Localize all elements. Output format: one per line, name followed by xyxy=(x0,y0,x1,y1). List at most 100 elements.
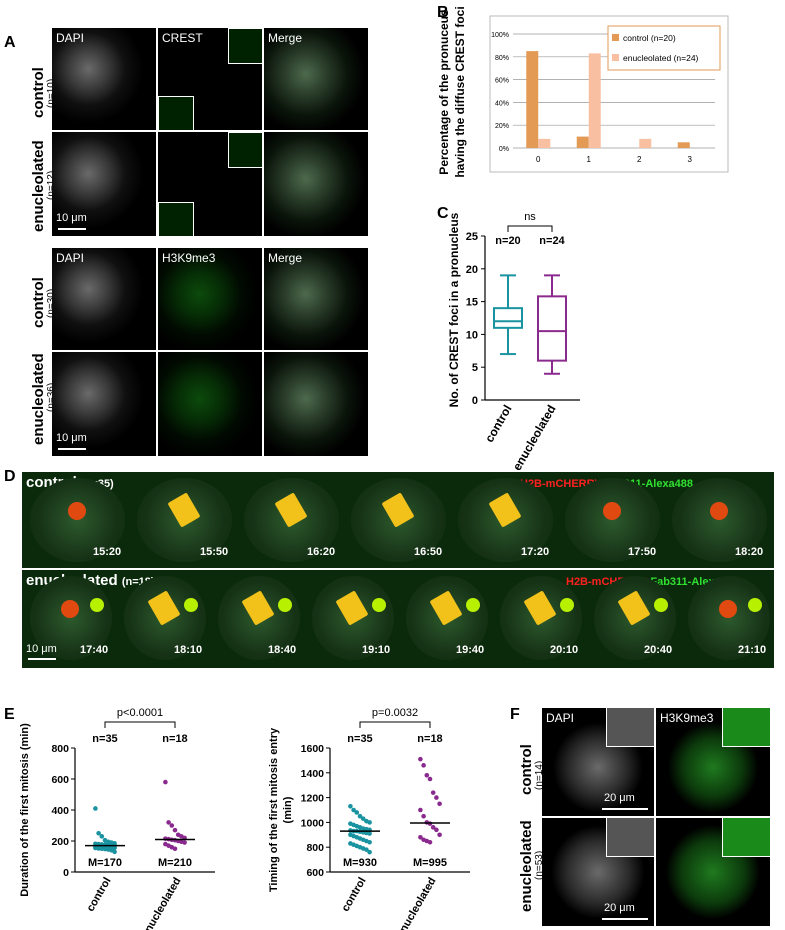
panel-label-e: E xyxy=(4,706,15,723)
timestamp: 18:40 xyxy=(268,644,297,656)
green-body-mark xyxy=(90,598,104,612)
timestamp: 20:10 xyxy=(550,644,579,656)
timestamp: 15:50 xyxy=(200,546,229,558)
f-row-text: enucleolated xyxy=(518,820,535,912)
timestamp: 17:20 xyxy=(521,546,550,558)
row-label-control-h3k9: control xyxy=(30,277,47,328)
f-row-text: control xyxy=(518,744,535,795)
nucleus-mark xyxy=(709,502,728,520)
f-header-dapi: DAPI xyxy=(546,711,575,725)
e-data-point xyxy=(99,834,105,839)
inset-zoom xyxy=(722,818,770,857)
nucleus-mark xyxy=(67,502,86,520)
timestamp: 20:40 xyxy=(644,644,673,656)
micrograph-merge-control: Merge xyxy=(264,28,368,130)
chart-b: Percentage of the pronuceus having the di… xyxy=(437,6,729,178)
b-legend-swatch xyxy=(612,34,619,41)
e-ylabel-line1: Timing of the first mitosis entry xyxy=(268,727,280,892)
b-xtick-label: 3 xyxy=(688,155,693,164)
timestamp: 17:50 xyxy=(628,546,657,558)
e-n-label: n=35 xyxy=(347,733,372,745)
micrograph-f-h3k9me3-control: H3K9me3 xyxy=(656,708,770,816)
e-xtick-label: control xyxy=(340,876,369,914)
e-pvalue: p<0.0001 xyxy=(117,707,163,719)
e-sig-bracket xyxy=(104,721,176,728)
e-data-point xyxy=(434,827,439,833)
e-data-point xyxy=(437,801,442,807)
header-crest: CREST xyxy=(162,31,203,45)
e-data-point xyxy=(172,827,178,833)
b-xtick-label: 1 xyxy=(587,155,592,164)
micrograph-dapi-enucleolated-2: 10 μm xyxy=(52,352,156,456)
micrograph-merge-enucleolated xyxy=(264,132,368,236)
header-merge: Merge xyxy=(268,251,303,265)
e-data-point xyxy=(424,772,430,778)
e-data-point xyxy=(421,813,426,819)
c-sig-label: ns xyxy=(524,211,536,223)
b-bar xyxy=(677,142,690,148)
e-data-point xyxy=(367,839,372,845)
e-ytick-label: 0 xyxy=(63,867,69,879)
e-xtick-label: control xyxy=(85,876,114,914)
b-ytick-label: 20% xyxy=(495,123,509,130)
e-data-point xyxy=(418,807,423,813)
panel-label-d: D xyxy=(4,468,16,485)
b-ytick-label: 60% xyxy=(495,78,509,85)
micrograph-f-h3k9me3-enucleolated xyxy=(656,818,770,926)
scale-label: 10 μm xyxy=(56,212,87,224)
b-bar xyxy=(576,136,589,148)
c-ylabel: No. of CREST foci in a pronucleus xyxy=(447,212,461,407)
chart-c: 0 5 10 15 20 25 No. of CREST foci in a pronucl… xyxy=(447,211,580,471)
row-label-text: enucleolated xyxy=(30,353,47,445)
micrograph-f-dapi-enucleolated: 20 μm xyxy=(542,818,654,926)
e-data-point xyxy=(351,807,356,813)
header-h3k9me3: H3K9me3 xyxy=(162,251,216,265)
b-bar xyxy=(526,51,539,148)
green-body-mark xyxy=(184,598,198,612)
e-data-point xyxy=(418,756,423,762)
micrograph-h3k9me3-enucleolated xyxy=(158,352,262,456)
e-ytick-label: 1200 xyxy=(301,793,325,805)
chart-e-right: 600 800 1000 1200 1400 1600 Timing of the firs… xyxy=(268,707,470,930)
embryo-cell xyxy=(565,478,660,562)
c-xtick-label: enucleolated xyxy=(510,403,559,471)
nucleus-mark xyxy=(61,600,79,618)
embryo-cell xyxy=(30,576,112,660)
e-ytick-label: 600 xyxy=(51,774,69,786)
b-bar xyxy=(538,138,551,148)
e-ytick-label: 1400 xyxy=(301,768,325,780)
green-body-mark xyxy=(560,598,574,612)
micrograph-dapi-control-2: DAPI xyxy=(52,248,156,350)
c-sig-bracket xyxy=(507,225,553,232)
e-xtick-label: enucleolated xyxy=(140,876,184,930)
inset-zoom xyxy=(158,96,194,130)
e-data-point xyxy=(93,806,98,811)
timestamp: 15:20 xyxy=(93,546,122,558)
green-body-mark xyxy=(278,598,292,612)
e-data-point xyxy=(367,831,372,836)
row-label-text: enucleolated xyxy=(30,140,47,232)
e-median-label: M=930 xyxy=(343,857,377,869)
e-n-label: n=35 xyxy=(92,733,117,745)
e-ylabel: Duration of the first mitosis (min) xyxy=(19,723,31,897)
e-data-point xyxy=(367,849,372,855)
c-ytick-label: 10 xyxy=(466,329,478,341)
c-ytick-label: 5 xyxy=(472,362,478,374)
row-label-enucleolated-crest: enucleolated xyxy=(30,140,47,232)
timestamp: 19:40 xyxy=(456,644,485,656)
inset-zoom xyxy=(606,708,654,747)
c-ytick-label: 0 xyxy=(472,395,478,407)
b-ylabel-line1: Percentage of the pronuceus xyxy=(437,9,451,175)
nucleus-mark xyxy=(719,600,737,618)
panel-label-c: C xyxy=(437,205,449,222)
e-data-point xyxy=(169,823,175,828)
scale-bar xyxy=(602,808,648,810)
b-ylabel-line2: having the diffuse CREST foci xyxy=(453,6,467,177)
e-pvalue: p=0.0032 xyxy=(372,707,418,719)
row-label-text: control xyxy=(30,67,47,118)
b-ytick-label: 0% xyxy=(499,146,509,153)
e-data-point xyxy=(112,849,117,855)
e-data-point xyxy=(418,834,423,840)
scale-bar xyxy=(58,448,86,450)
e-data-point xyxy=(437,832,442,838)
